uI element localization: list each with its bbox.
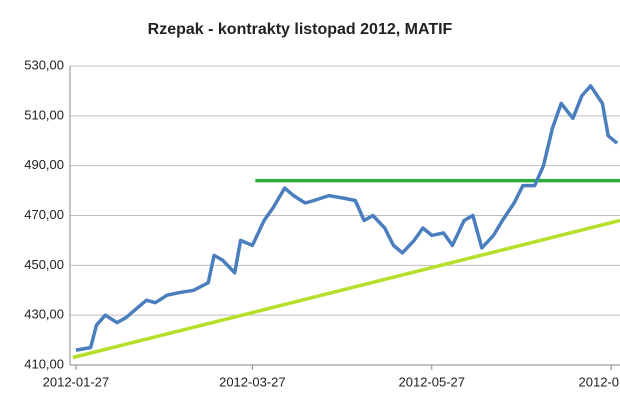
y-tick-label: 410,00 [24,356,64,371]
y-tick-label: 530,00 [24,57,64,72]
y-tick-label: 510,00 [24,107,64,122]
x-tick-label: 2012-0 [579,374,619,389]
chart-title: Rzepak - kontrakty listopad 2012, MATIF [148,21,453,38]
x-tick-label: 2012-05-27 [399,374,466,389]
x-tick-label: 2012-01-27 [43,374,110,389]
data-line [75,84,619,352]
x-tick-label: 2012-03-27 [219,374,286,389]
y-tick-label: 470,00 [24,207,64,222]
y-tick-label: 450,00 [24,257,64,272]
y-tick-label: 430,00 [24,307,64,322]
data-line [72,218,620,360]
y-tick-label: 490,00 [24,157,64,172]
